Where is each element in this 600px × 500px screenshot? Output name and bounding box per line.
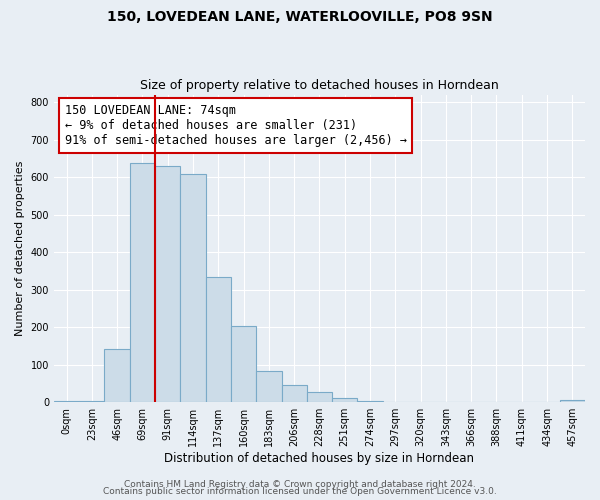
Title: Size of property relative to detached houses in Horndean: Size of property relative to detached ho…	[140, 79, 499, 92]
Bar	[231, 326, 256, 402]
Bar	[181, 174, 206, 402]
Text: 150 LOVEDEAN LANE: 74sqm
← 9% of detached houses are smaller (231)
91% of semi-d: 150 LOVEDEAN LANE: 74sqm ← 9% of detache…	[65, 104, 407, 147]
Bar	[307, 392, 332, 402]
Bar	[332, 398, 358, 402]
Bar	[130, 163, 155, 402]
Bar	[155, 166, 181, 402]
Text: Contains public sector information licensed under the Open Government Licence v3: Contains public sector information licen…	[103, 487, 497, 496]
Bar	[560, 400, 585, 402]
Bar	[256, 371, 281, 402]
Text: Contains HM Land Registry data © Crown copyright and database right 2024.: Contains HM Land Registry data © Crown c…	[124, 480, 476, 489]
Bar	[281, 384, 307, 402]
Bar	[104, 348, 130, 402]
Text: 150, LOVEDEAN LANE, WATERLOOVILLE, PO8 9SN: 150, LOVEDEAN LANE, WATERLOOVILLE, PO8 9…	[107, 10, 493, 24]
Bar	[206, 278, 231, 402]
Y-axis label: Number of detached properties: Number of detached properties	[15, 160, 25, 336]
X-axis label: Distribution of detached houses by size in Horndean: Distribution of detached houses by size …	[164, 452, 475, 465]
